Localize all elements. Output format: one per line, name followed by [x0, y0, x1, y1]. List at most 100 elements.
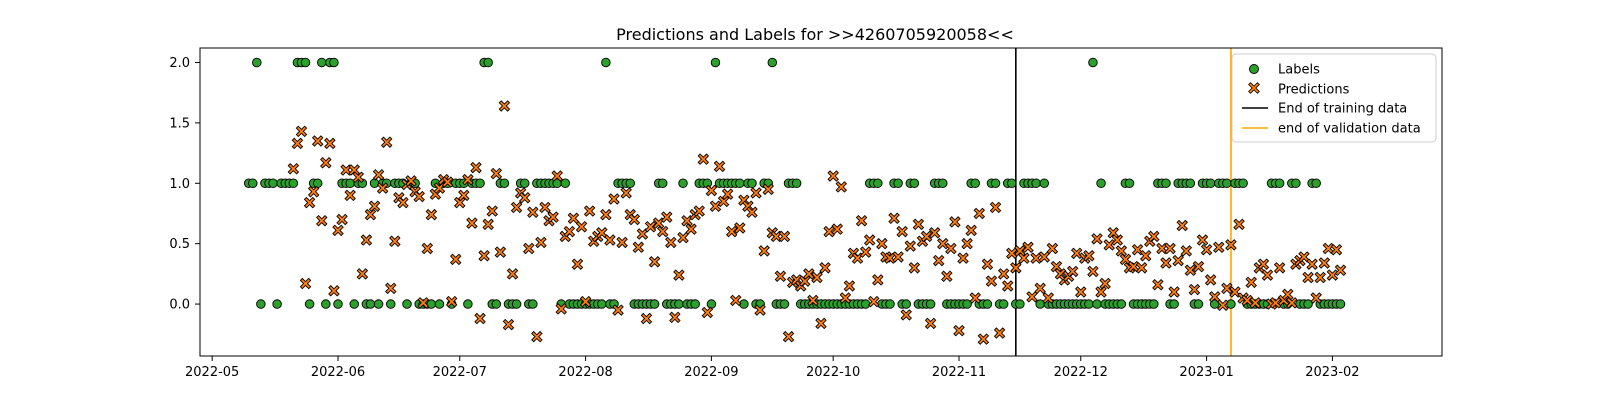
prediction-point [1115, 245, 1128, 257]
prediction-point [1314, 271, 1326, 284]
y-tick-label: 1.5 [169, 116, 190, 131]
x-tick-label: 2023-02 [1305, 365, 1359, 380]
label-point [1116, 299, 1127, 309]
label-point [528, 299, 538, 309]
prediction-point [1180, 245, 1193, 257]
prediction-point [1107, 227, 1119, 239]
prediction-point [876, 237, 888, 250]
prediction-point [896, 225, 908, 238]
label-point [304, 299, 315, 309]
label-point [938, 178, 948, 189]
prediction-point [1172, 254, 1184, 267]
prediction-point [1213, 241, 1225, 254]
prediction-point [1026, 291, 1038, 303]
prediction-point [665, 236, 677, 249]
prediction-point [340, 164, 352, 176]
prediction-point [1192, 260, 1205, 273]
label-point [747, 178, 757, 189]
prediction-point [920, 230, 933, 243]
prediction-point [608, 193, 620, 205]
prediction-point [912, 218, 925, 231]
prediction-point [1070, 247, 1083, 260]
prediction-point [661, 211, 673, 223]
x-tick-label: 2022-11 [932, 365, 986, 380]
label-point [1209, 299, 1220, 309]
legend: Labels Predictions End of training data … [1231, 53, 1437, 143]
prediction-point [348, 164, 360, 176]
prediction-point [799, 275, 811, 287]
prediction-point [1119, 253, 1132, 266]
prediction-point [863, 234, 876, 246]
prediction-point [961, 237, 973, 250]
prediction-point [693, 205, 705, 217]
prediction-point [949, 216, 961, 228]
prediction-point [1164, 242, 1176, 255]
prediction-point [320, 156, 332, 169]
prediction-point [486, 205, 498, 217]
prediction-point [583, 205, 596, 217]
label-point [1311, 178, 1321, 189]
label-point [597, 299, 607, 309]
prediction-point [1152, 278, 1164, 291]
prediction-point [1176, 219, 1188, 232]
prediction-point [356, 268, 369, 280]
prediction-point [1298, 251, 1310, 263]
prediction-point [433, 182, 446, 194]
prediction-point [892, 251, 904, 263]
prediction-point [957, 252, 969, 264]
prediction-point [1075, 286, 1087, 298]
prediction-point [376, 182, 389, 194]
label-point [1274, 178, 1285, 189]
prediction-point [1196, 234, 1209, 246]
prediction-point [730, 294, 742, 307]
prediction-point [612, 304, 624, 316]
prediction-point [778, 230, 791, 243]
prediction-point [458, 189, 470, 202]
prediction-point [1306, 258, 1318, 270]
prediction-point [1318, 257, 1331, 269]
label-point [463, 299, 473, 309]
prediction-point [1030, 252, 1042, 264]
legend-box [1231, 53, 1437, 143]
label-point [860, 299, 871, 309]
label-point [1039, 178, 1049, 189]
prediction-point [831, 223, 843, 235]
label-point [402, 299, 412, 309]
label-point [970, 178, 980, 189]
prediction-point [908, 262, 921, 274]
prediction-point [575, 221, 588, 233]
prediction-point [1091, 233, 1103, 245]
prediction-point [754, 304, 766, 316]
prediction-point [311, 135, 324, 147]
label-point [625, 178, 635, 189]
label-point [901, 299, 911, 309]
plot-frame [199, 47, 1443, 357]
prediction-point [993, 327, 1006, 339]
prediction-point [441, 176, 454, 188]
label-point [272, 299, 282, 309]
y-tick-label: 0.0 [169, 298, 190, 313]
prediction-point [1148, 230, 1160, 243]
label-point [256, 299, 266, 309]
prediction-point [989, 201, 1002, 214]
prediction-point [1034, 282, 1046, 295]
prediction-point [807, 294, 819, 307]
label-point [288, 178, 299, 189]
prediction-point [884, 252, 896, 264]
label-point [1303, 299, 1313, 309]
prediction-point [360, 234, 373, 246]
prediction-point [1099, 277, 1111, 290]
legend-validation-text: end of validation data [1278, 122, 1421, 137]
prediction-point [985, 275, 998, 287]
prediction-point [855, 214, 868, 227]
prediction-point [640, 312, 653, 325]
prediction-point [815, 317, 827, 330]
prediction-point [1168, 286, 1180, 298]
prediction-point [1334, 264, 1347, 276]
label-point [649, 299, 660, 309]
label-point [317, 57, 327, 68]
label-point [386, 299, 396, 309]
prediction-point [425, 208, 438, 221]
prediction-point [523, 242, 535, 255]
